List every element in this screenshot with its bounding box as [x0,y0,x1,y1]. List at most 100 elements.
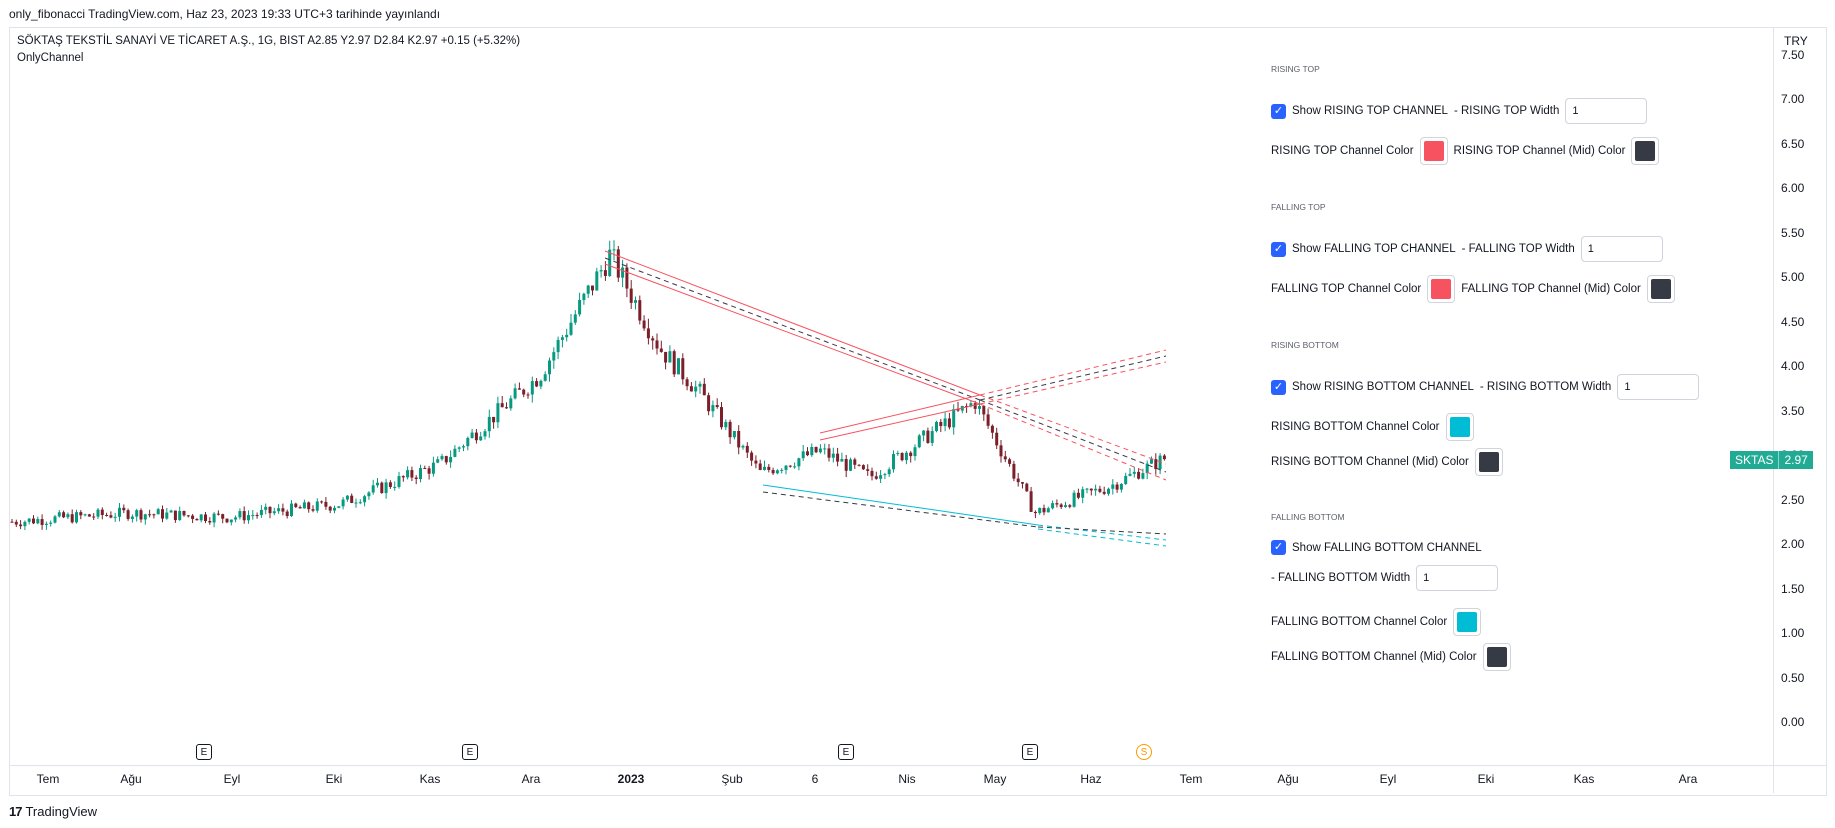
falling-bottom-mid-color-swatch[interactable] [1482,643,1511,671]
rising-bottom-mid-row: RISING BOTTOM Channel (Mid) Color [1271,448,1503,476]
rising-top-width-input[interactable]: 1 [1565,98,1648,124]
falling-top-mid-color-swatch[interactable] [1646,275,1675,303]
rising-top-channel-color-swatch[interactable] [1419,137,1448,165]
time-tick-label: Haz [1080,772,1102,786]
candle-body [294,503,298,508]
candle-body [685,379,689,387]
candle-body [836,453,840,462]
rising-top-colors-row: RISING TOP Channel Color RISING TOP Chan… [1271,137,1660,165]
price-tick-label: 4.00 [1781,359,1805,373]
price-tick-label: 0.50 [1781,670,1805,685]
candle-body [599,270,603,272]
candle-body [474,432,478,441]
candle-body [40,519,44,525]
candle-body [745,445,749,453]
candle-body [982,406,986,415]
candle-body [1102,491,1106,494]
candle-body [565,334,569,338]
price-tick-label: 7.00 [1781,92,1805,106]
earnings-icon[interactable]: E [462,744,478,760]
falling-bottom-projection-lower [1037,528,1167,547]
falling-bottom-channel-upper [762,484,1039,526]
falling-top-width-input[interactable]: 1 [1580,236,1663,262]
candle-body [436,459,440,463]
falling-bottom-show-label: Show FALLING BOTTOM CHANNEL [1292,541,1482,554]
candle-body [715,405,719,408]
falling-top-projection-mid [979,399,1167,473]
falling-bottom-projection-upper [1037,524,1167,541]
candle-body [763,466,766,470]
candle-body [913,447,917,457]
candle-body [281,508,285,512]
rising-bottom-mid-color-label: RISING BOTTOM Channel (Mid) Color [1271,456,1469,468]
rising-top-mid-color-swatch[interactable] [1631,137,1660,165]
candle-body [711,405,715,412]
candle-body [621,267,625,278]
candle-body [603,270,607,276]
candle-body [1021,482,1024,484]
candle-body [307,502,311,510]
candle-body [388,482,392,487]
rising-bottom-width-input[interactable]: 1 [1617,374,1700,400]
candle-body [591,285,594,291]
earnings-icon[interactable]: E [1022,744,1038,760]
candle-body [578,299,582,315]
candle-body [818,448,822,453]
candle-body [560,337,564,340]
falling-bottom-checkbox[interactable]: ✓ [1271,540,1286,555]
rising-bottom-show-label: Show RISING BOTTOM CHANNEL [1292,381,1474,393]
falling-bottom-channel-color-swatch[interactable] [1453,608,1482,636]
candle-body [638,300,642,321]
candle-body [53,516,57,523]
falling-top-channel-color-swatch[interactable] [1427,275,1456,303]
candle-body [943,418,947,427]
tradingview-footer[interactable]: 17 TradingView [9,804,97,819]
rising-top-show-label: Show RISING TOP CHANNEL [1292,105,1448,117]
falling-top-checkbox[interactable]: ✓ [1271,241,1286,257]
symbol-legend[interactable]: SÖKTAŞ TEKSTİL SANAYİ VE TİCARET A.Ş., 1… [17,35,521,47]
candle-body [677,358,680,375]
indicator-legend[interactable]: OnlyChannel [17,52,84,64]
candle-body [707,395,711,412]
candle-body [1085,488,1089,490]
candle-body [1008,459,1012,464]
rising-bottom-channel-color-swatch[interactable] [1445,413,1474,441]
candle-body [814,446,818,453]
earnings-icon[interactable]: E [196,744,212,760]
candle-body [1046,508,1050,513]
candle-body [221,514,225,519]
price-tick-label: 3.50 [1781,403,1805,418]
falling-top-row: ✓ Show FALLING TOP CHANNEL - FALLING TOP… [1271,236,1663,262]
earnings-icon[interactable]: E [838,744,854,760]
price-tick-label: 5.50 [1781,225,1805,240]
rising-bottom-mid-color-swatch[interactable] [1474,448,1503,476]
section-falling-bottom: FALLING BOTTOM [1271,512,1345,522]
candle-body [79,512,83,516]
falling-top-projection-lower [979,403,1167,481]
rising-bottom-color-row: RISING BOTTOM Channel Color [1271,413,1474,441]
candle-body [427,468,431,474]
candle-body [797,458,801,467]
candle-body [500,403,504,408]
falling-top-show-label: Show FALLING TOP CHANNEL [1292,243,1456,255]
candle-body [672,351,676,375]
time-tick-label: 2023 [617,772,645,786]
dividend-icon[interactable]: S [1136,744,1152,760]
candle-body [849,459,852,471]
candle-body [1098,488,1102,492]
candle-body [191,515,195,519]
time-tick-label: Tem [36,772,60,786]
falling-bottom-color-row: FALLING BOTTOM Channel Color [1271,608,1482,636]
candle-body [23,521,27,527]
candle-body [780,469,784,471]
candle-body [612,249,616,251]
candle-body [19,524,23,527]
candle-body [350,495,354,503]
falling-bottom-width-input[interactable]: 1 [1416,565,1499,591]
candle-body [879,475,883,479]
rising-top-checkbox[interactable]: ✓ [1271,103,1286,119]
falling-bottom-mid-row: FALLING BOTTOM Channel (Mid) Color [1271,643,1511,671]
falling-bottom-row: ✓ Show FALLING BOTTOM CHANNEL [1271,540,1482,555]
rising-bottom-checkbox[interactable]: ✓ [1271,379,1286,395]
